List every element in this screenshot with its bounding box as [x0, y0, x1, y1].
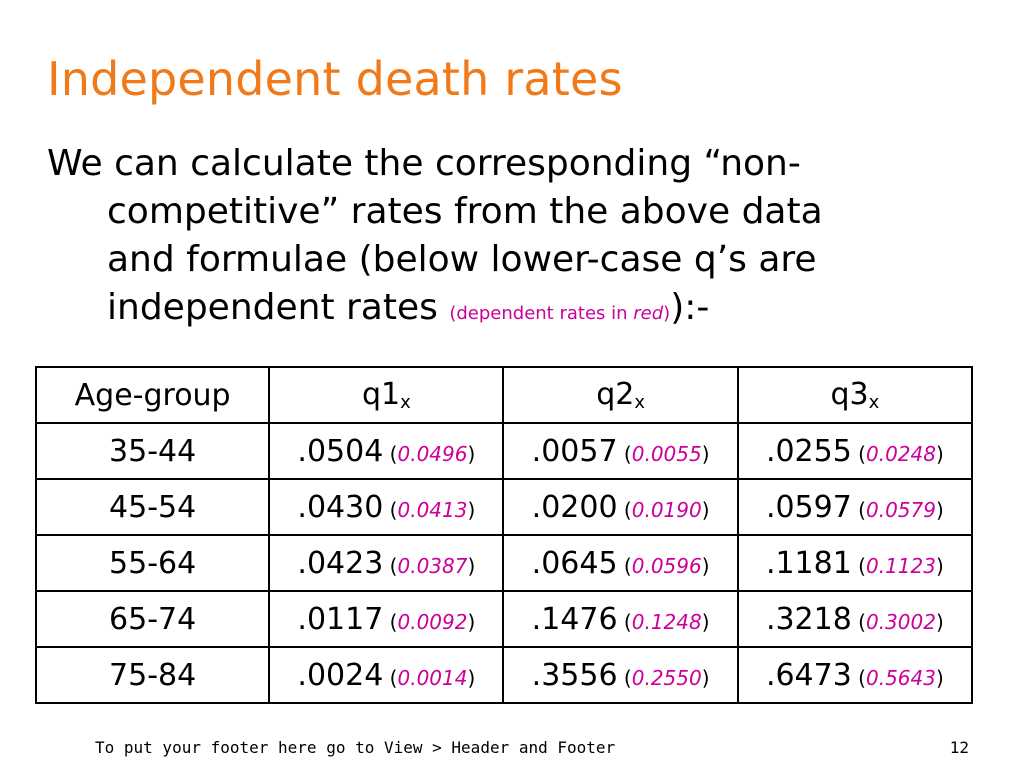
dependent-rate: (0.1248): [617, 609, 710, 634]
cell-age-group: 45-54: [34, 478, 271, 536]
body-line-1: We can calculate the corresponding “non-: [47, 143, 801, 184]
dependent-rate: (0.0387): [383, 553, 476, 578]
header-q3: q3x: [736, 366, 974, 424]
header-label: q2: [596, 377, 635, 412]
dependent-rate: (0.0496): [383, 441, 476, 466]
header-label: q1: [361, 377, 401, 412]
dependent-rate-value: 0.0055: [631, 441, 702, 466]
independent-rate: .0423: [297, 545, 384, 581]
dependent-rate-value: 0.0014: [397, 665, 468, 690]
cell-q2: .0057 (0.0055): [502, 422, 739, 480]
table-row: 55-64.0423 (0.0387) .0645 (0.0596) .1181 (…: [34, 534, 974, 592]
body-line-2: competitive” rates from the above data: [107, 191, 823, 232]
independent-rate: .0430: [297, 489, 384, 525]
dependent-rate: (0.0014): [383, 665, 476, 690]
dependent-rate-value: 0.3002: [866, 609, 936, 634]
independent-rate: .0597: [765, 489, 852, 525]
dependent-rate-value: 0.2550: [631, 665, 702, 690]
dependent-rate: (0.0092): [383, 609, 476, 634]
independent-rate: .0504: [297, 433, 384, 469]
note-red-word: red: [633, 303, 664, 324]
dependent-rate-value: 0.1248: [631, 609, 702, 634]
table-row: 35-44.0504 (0.0496) .0057 (0.0055) .0255 (…: [34, 422, 974, 480]
header-q2: q2x: [502, 366, 739, 424]
dependent-rate: (0.3002): [851, 609, 944, 634]
cell-q3: .1181 (0.1123): [736, 534, 974, 592]
dependent-rate-value: 0.0092: [397, 609, 468, 634]
cell-q2: .3556 (0.2550): [502, 646, 739, 704]
cell-q1: .0423 (0.0387): [268, 534, 505, 592]
dependent-rate-value: 0.1123: [866, 553, 936, 578]
independent-rate: .0117: [297, 601, 384, 637]
dependent-rate-value: 0.0596: [631, 553, 702, 578]
slide-title: Independent death rates: [47, 52, 623, 106]
body-line-4-text: independent rates: [107, 287, 450, 328]
table-row: 65-74.0117 (0.0092) .1476 (0.1248) .3218 (…: [34, 590, 974, 648]
header-label: Age-group: [74, 377, 231, 413]
cell-q3: .0255 (0.0248): [736, 422, 974, 480]
header-label: q3: [830, 377, 869, 412]
independent-rate: .0024: [297, 657, 384, 693]
dependent-rate: (0.5643): [851, 665, 944, 690]
cell-q3: .0597 (0.0579): [736, 478, 974, 536]
cell-q1: .0504 (0.0496): [268, 422, 505, 480]
note-close: ): [663, 303, 671, 324]
dependent-rate: (0.0413): [383, 497, 476, 522]
note-open: (dependent rates in: [449, 303, 634, 324]
body-paragraph: We can calculate the corresponding “non-…: [47, 140, 947, 338]
page-number: 12: [949, 738, 969, 757]
dependent-rate: (0.0579): [851, 497, 944, 522]
cell-q1: .0117 (0.0092): [268, 590, 505, 648]
independent-rate: .3218: [765, 601, 852, 637]
cell-q3: .6473 (0.5643): [736, 646, 974, 704]
body-line-4-end: ):-: [670, 287, 710, 328]
independent-rate: .1181: [765, 545, 852, 581]
cell-q2: .0645 (0.0596): [502, 534, 739, 592]
independent-rate: .0645: [531, 545, 618, 581]
dependent-rate: (0.1123): [851, 553, 944, 578]
cell-age-group: 65-74: [34, 590, 271, 648]
cell-age-group: 55-64: [34, 534, 271, 592]
dependent-rate-value: 0.5643: [866, 665, 936, 690]
cell-q3: .3218 (0.3002): [736, 590, 974, 648]
dependent-rate: (0.0248): [851, 441, 944, 466]
independent-rate: .1476: [531, 601, 618, 637]
dependent-rate: (0.0190): [617, 497, 710, 522]
footer-text: To put your footer here go to View > Hea…: [95, 738, 616, 757]
dependent-rate-value: 0.0190: [631, 497, 702, 522]
body-line-3: and formulae (below lower-case q’s are: [107, 239, 817, 280]
dependent-rate-value: 0.0248: [866, 441, 936, 466]
cell-q1: .0024 (0.0014): [268, 646, 505, 704]
dependent-rate-value: 0.0579: [866, 497, 936, 522]
table-row: 45-54.0430 (0.0413) .0200 (0.0190) .0597 (…: [34, 478, 974, 536]
cell-age-group: 75-84: [34, 646, 271, 704]
header-age-group: Age-group: [34, 366, 271, 424]
cell-q2: .0200 (0.0190): [502, 478, 739, 536]
cell-q2: .1476 (0.1248): [502, 590, 739, 648]
dependent-rate-value: 0.0496: [397, 441, 468, 466]
independent-rate: .0057: [531, 433, 618, 469]
table-header-row: Age-group q1x q2x q3x: [34, 366, 974, 424]
dependent-rate: (0.0055): [617, 441, 710, 466]
cell-age-group: 35-44: [34, 422, 271, 480]
header-subscript: x: [868, 392, 880, 413]
table-row: 75-84.0024 (0.0014) .3556 (0.2550) .6473 (…: [34, 646, 974, 704]
independent-rate: .3556: [531, 657, 618, 693]
dependent-rate: (0.2550): [617, 665, 710, 690]
body-line-4: independent rates (dependent rates in re…: [47, 284, 947, 338]
cell-q1: .0430 (0.0413): [268, 478, 505, 536]
header-subscript: x: [400, 392, 411, 413]
dependent-rate-value: 0.0413: [397, 497, 468, 522]
independent-rate: .6473: [765, 657, 852, 693]
rates-table: Age-group q1x q2x q3x 35-44.0504 (0.0496…: [34, 366, 974, 704]
header-q1: q1x: [268, 366, 505, 424]
dependent-rate: (0.0596): [617, 553, 710, 578]
dependent-rate-value: 0.0387: [397, 553, 468, 578]
independent-rate: .0255: [765, 433, 852, 469]
independent-rate: .0200: [531, 489, 618, 525]
header-subscript: x: [634, 392, 645, 413]
dependent-rates-note: (dependent rates in red): [449, 303, 670, 324]
